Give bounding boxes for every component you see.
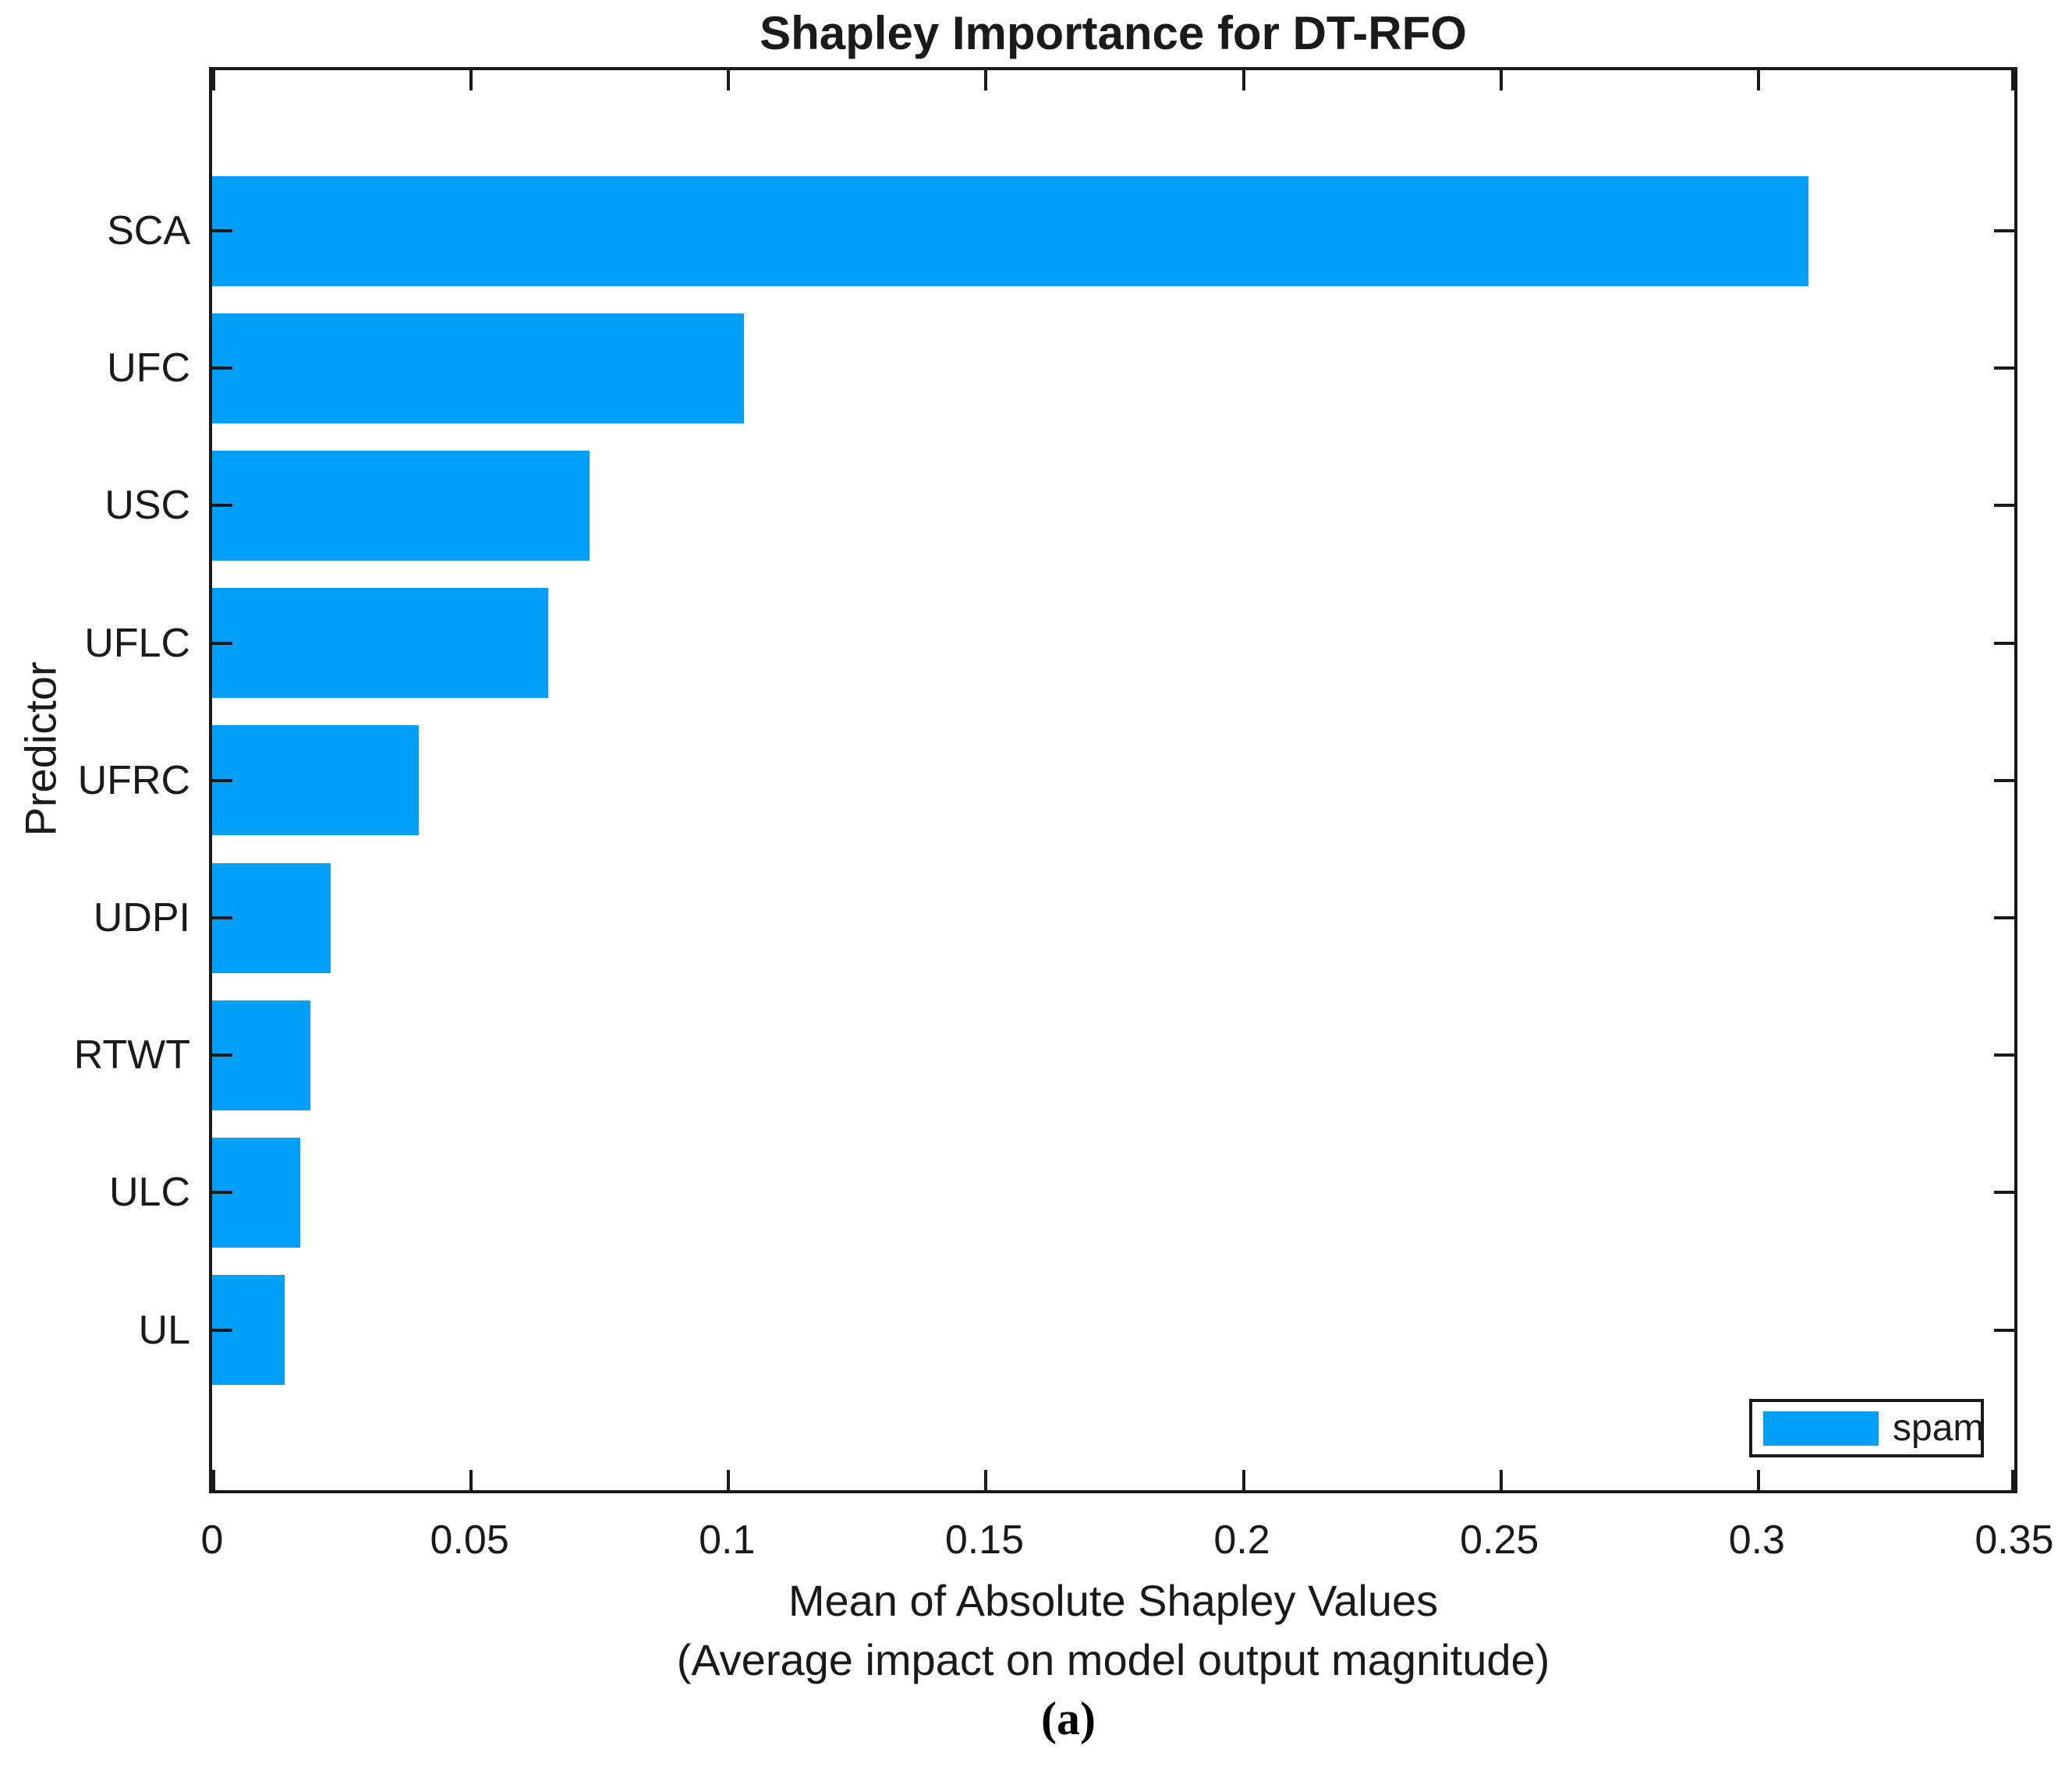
y-tick-right-ulc <box>1994 1191 2014 1195</box>
bar-uflc <box>212 588 548 699</box>
y-tick-right-udpi <box>1994 916 2014 919</box>
y-tick-label-ul: UL <box>138 1307 190 1353</box>
y-tick-label-ufc: UFC <box>107 345 190 391</box>
y-tick-right-rtwt <box>1994 1053 2014 1057</box>
y-tick-label-usc: USC <box>104 483 190 529</box>
x-tick-bottom-0.1 <box>727 1470 731 1490</box>
y-tick-left-ufrc <box>212 778 232 782</box>
legend: spam <box>1749 1399 1984 1457</box>
x-tick-bottom-0 <box>212 1470 215 1490</box>
y-tick-label-ufrc: UFRC <box>77 757 190 803</box>
x-tick-bottom-0.15 <box>984 1470 988 1490</box>
y-tick-left-udpi <box>212 916 232 919</box>
y-tick-right-uflc <box>1994 641 2014 645</box>
y-tick-label-rtwt: RTWT <box>73 1032 190 1078</box>
chart-title: Shapley Importance for DT-RFO <box>760 7 1467 59</box>
y-tick-right-ul <box>1994 1328 2014 1332</box>
plot-area: spam <box>209 67 2017 1493</box>
bar-ufc <box>212 313 745 423</box>
x-tick-label-0.35: 0.35 <box>1975 1517 2054 1563</box>
y-tick-left-usc <box>212 504 232 508</box>
x-tick-label-0.25: 0.25 <box>1460 1517 1539 1563</box>
y-tick-left-ufc <box>212 366 232 370</box>
x-tick-top-0.15 <box>984 70 988 90</box>
y-tick-left-ul <box>212 1328 232 1332</box>
x-axis-label-line1: Mean of Absolute Shapley Values <box>788 1576 1439 1625</box>
x-tick-top-0.3 <box>1756 70 1760 90</box>
y-tick-left-rtwt <box>212 1053 232 1057</box>
x-tick-label-0.05: 0.05 <box>430 1517 509 1563</box>
bar-ufrc <box>212 725 420 836</box>
x-tick-bottom-0.3 <box>1756 1470 1760 1490</box>
x-tick-label-0.1: 0.1 <box>699 1517 756 1563</box>
x-tick-bottom-0.2 <box>1241 1470 1245 1490</box>
x-tick-top-0.2 <box>1241 70 1245 90</box>
x-tick-bottom-0.05 <box>469 1470 473 1490</box>
y-tick-label-ulc: ULC <box>108 1170 190 1216</box>
y-tick-label-udpi: UDPI <box>93 895 190 940</box>
x-tick-label-0.3: 0.3 <box>1728 1517 1785 1563</box>
y-tick-right-ufrc <box>1994 778 2014 782</box>
y-tick-left-uflc <box>212 641 232 645</box>
y-tick-left-ulc <box>212 1191 232 1195</box>
bar-usc <box>212 450 590 561</box>
x-tick-bottom-0.25 <box>1499 1470 1503 1490</box>
subfigure-caption: (a) <box>1041 1693 1096 1744</box>
x-tick-top-0 <box>212 70 215 90</box>
x-tick-bottom-0.35 <box>2011 1470 2014 1490</box>
bar-sca <box>212 175 1809 286</box>
y-tick-left-sca <box>212 229 232 232</box>
legend-label: spam <box>1893 1408 1985 1449</box>
y-tick-right-ufc <box>1994 366 2014 370</box>
x-axis-label-line2: (Average impact on model output magnitud… <box>676 1635 1550 1684</box>
x-tick-top-0.25 <box>1499 70 1503 90</box>
y-axis-label: Predictor <box>16 661 66 837</box>
x-axis-label: Mean of Absolute Shapley Values (Average… <box>209 1571 2017 1690</box>
y-tick-right-usc <box>1994 504 2014 508</box>
x-tick-top-0.05 <box>469 70 473 90</box>
x-tick-top-0.1 <box>727 70 731 90</box>
y-tick-label-sca: SCA <box>107 208 190 253</box>
y-tick-label-uflc: UFLC <box>84 620 190 666</box>
y-tick-right-sca <box>1994 229 2014 232</box>
legend-swatch <box>1763 1411 1879 1446</box>
x-tick-label-0.15: 0.15 <box>944 1517 1025 1563</box>
x-tick-top-0.35 <box>2011 70 2014 90</box>
x-tick-label-0: 0 <box>200 1517 224 1563</box>
x-tick-label-0.2: 0.2 <box>1213 1517 1270 1563</box>
